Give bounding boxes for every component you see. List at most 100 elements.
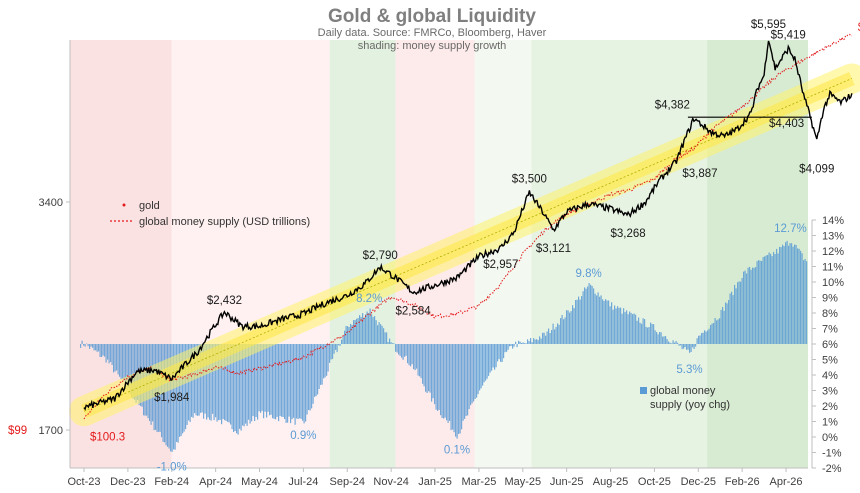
yoy-bar bbox=[300, 344, 302, 419]
yoy-bar bbox=[287, 344, 289, 423]
yoy-bar bbox=[201, 344, 203, 413]
series-lines bbox=[83, 33, 853, 420]
yoy-bar bbox=[83, 344, 85, 346]
yoy-bar bbox=[552, 323, 554, 344]
yoy-bar bbox=[738, 281, 740, 344]
yoy-bar bbox=[288, 344, 290, 417]
yoy-bar bbox=[89, 344, 91, 349]
right-tick-label: 3% bbox=[822, 386, 838, 398]
yoy-bar bbox=[90, 344, 92, 347]
yoy-bar bbox=[509, 344, 511, 347]
yoy-bar bbox=[423, 344, 425, 387]
yoy-bar bbox=[504, 344, 506, 353]
yoy-bar bbox=[570, 311, 572, 344]
yoy-bar bbox=[164, 344, 166, 443]
yoy-bar bbox=[309, 344, 311, 411]
yoy-bar bbox=[324, 344, 326, 378]
yoy-bar bbox=[569, 312, 571, 344]
yoy-bar bbox=[681, 344, 683, 350]
yoy-bar bbox=[303, 344, 305, 424]
yoy-bar bbox=[491, 344, 493, 371]
yoy-bar bbox=[264, 344, 266, 412]
yoy-bar bbox=[474, 344, 476, 399]
yoy-bar bbox=[326, 344, 328, 376]
money-supply-start-annotation: $99 bbox=[8, 425, 27, 437]
yoy-bar bbox=[692, 344, 694, 348]
yoy-bar bbox=[441, 344, 443, 418]
yoy-bar bbox=[621, 313, 623, 344]
yoy-bar bbox=[714, 318, 716, 344]
yoy-bar bbox=[786, 240, 788, 344]
yoy-bar bbox=[92, 344, 94, 348]
yoy-annotation: 9.8% bbox=[575, 268, 601, 280]
yoy-bar bbox=[227, 344, 229, 422]
chart-subtitle: Daily data. Source: FMRCo, Bloomberg, Ha… bbox=[318, 27, 547, 39]
yoy-bar bbox=[396, 344, 398, 353]
yoy-bar bbox=[348, 327, 350, 344]
yoy-bar bbox=[128, 344, 130, 389]
yoy-bar bbox=[414, 344, 416, 371]
yoy-bar bbox=[177, 344, 179, 443]
x-tick-label: Mar-25 bbox=[461, 476, 496, 488]
yoy-bar bbox=[567, 310, 569, 344]
yoy-bar bbox=[548, 328, 550, 344]
yoy-bar bbox=[801, 253, 803, 344]
yoy-bar bbox=[495, 344, 497, 368]
yoy-bar bbox=[710, 325, 712, 344]
yoy-bar bbox=[743, 271, 745, 344]
yoy-bar bbox=[479, 344, 481, 391]
yoy-bar bbox=[456, 344, 458, 439]
yoy-bar bbox=[365, 314, 367, 344]
yoy-bar bbox=[170, 344, 172, 452]
yoy-bar bbox=[123, 344, 125, 382]
right-tick-label: 11% bbox=[822, 262, 843, 274]
yoy-bar bbox=[497, 344, 499, 362]
yoy-bar bbox=[611, 302, 613, 344]
yoy-bar bbox=[336, 344, 338, 353]
yoy-bar bbox=[615, 308, 617, 344]
yoy-bar bbox=[501, 344, 503, 362]
yoy-bar bbox=[584, 287, 586, 344]
yoy-bar bbox=[198, 344, 200, 416]
yoy-bar bbox=[593, 288, 595, 344]
yoy-annotation: 0.9% bbox=[290, 430, 316, 442]
yoy-bar bbox=[216, 344, 218, 422]
yoy-bar bbox=[426, 344, 428, 393]
yoy-bar bbox=[527, 339, 529, 344]
yoy-bar bbox=[618, 307, 620, 344]
yoy-bar bbox=[345, 326, 347, 344]
yoy-bar bbox=[749, 267, 751, 344]
yoy-bar bbox=[320, 344, 322, 385]
left-tick-label: 1700 bbox=[39, 425, 63, 437]
yoy-bar bbox=[243, 344, 245, 427]
yoy-bar bbox=[762, 257, 764, 344]
yoy-bar bbox=[354, 320, 356, 344]
right-tick-label: 6% bbox=[822, 339, 838, 351]
yoy-bar bbox=[98, 344, 100, 352]
yoy-bar bbox=[519, 341, 521, 344]
yoy-bar bbox=[330, 344, 332, 360]
yoy-bar bbox=[482, 344, 484, 386]
yoy-bar bbox=[323, 344, 325, 379]
yoy-bar bbox=[231, 344, 233, 430]
yoy-bar bbox=[353, 320, 355, 344]
yoy-bar bbox=[566, 310, 568, 344]
yoy-bar bbox=[93, 344, 95, 351]
yoy-bar bbox=[416, 344, 418, 369]
yoy-bar bbox=[383, 328, 385, 344]
yoy-bar bbox=[329, 344, 331, 363]
yoy-bar bbox=[806, 261, 808, 344]
yoy-bar bbox=[465, 344, 467, 416]
yoy-bar bbox=[419, 344, 421, 377]
yoy-bar bbox=[716, 320, 718, 344]
yoy-bar bbox=[245, 344, 247, 424]
yoy-bar bbox=[644, 319, 646, 344]
yoy-bar bbox=[513, 344, 515, 347]
yoy-bar bbox=[638, 317, 640, 344]
yoy-bar bbox=[684, 344, 686, 348]
yoy-bar bbox=[588, 283, 590, 344]
yoy-bar bbox=[803, 260, 805, 344]
yoy-bar bbox=[720, 309, 722, 344]
yoy-bar bbox=[555, 326, 557, 344]
gold-annotation: $4,382 bbox=[655, 100, 690, 112]
